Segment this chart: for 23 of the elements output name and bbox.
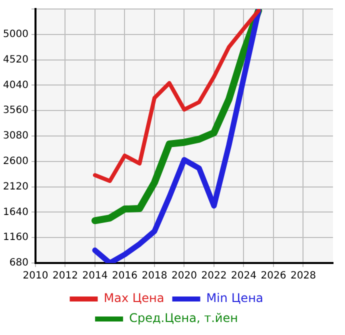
x-tick-label: 2028 bbox=[290, 270, 316, 282]
y-tick-label: 4040 bbox=[2, 80, 28, 91]
y-tick-label: 3560 bbox=[2, 105, 28, 116]
x-tick-label: 2026 bbox=[260, 270, 286, 282]
x-tick-label: 2014 bbox=[82, 270, 108, 282]
y-tick-label: 2120 bbox=[2, 181, 28, 192]
y-tick-label: 5000 bbox=[2, 28, 28, 40]
x-tick-label: 2018 bbox=[142, 270, 168, 282]
legend-label: Max Цена bbox=[104, 291, 164, 306]
y-tick-label: 3080 bbox=[2, 130, 28, 142]
y-tick-label: 680 bbox=[9, 258, 28, 269]
x-tick-label: 2020 bbox=[172, 270, 197, 282]
y-tick-label: 1160 bbox=[2, 232, 28, 244]
legend-label: Min Цена bbox=[206, 291, 264, 306]
legend-label: Сред.Цена, т.йен bbox=[129, 311, 238, 326]
y-tick-label: 1640 bbox=[2, 206, 28, 218]
y-tick-label: 4520 bbox=[2, 54, 28, 66]
x-tick-label: 2022 bbox=[201, 270, 227, 282]
y-tick-label: 2600 bbox=[2, 156, 28, 167]
x-tick-label: 2010 bbox=[22, 270, 48, 282]
x-tick-label: 2016 bbox=[112, 270, 138, 282]
x-tick-label: 2024 bbox=[231, 270, 256, 282]
x-tick-label: 2012 bbox=[52, 270, 78, 282]
